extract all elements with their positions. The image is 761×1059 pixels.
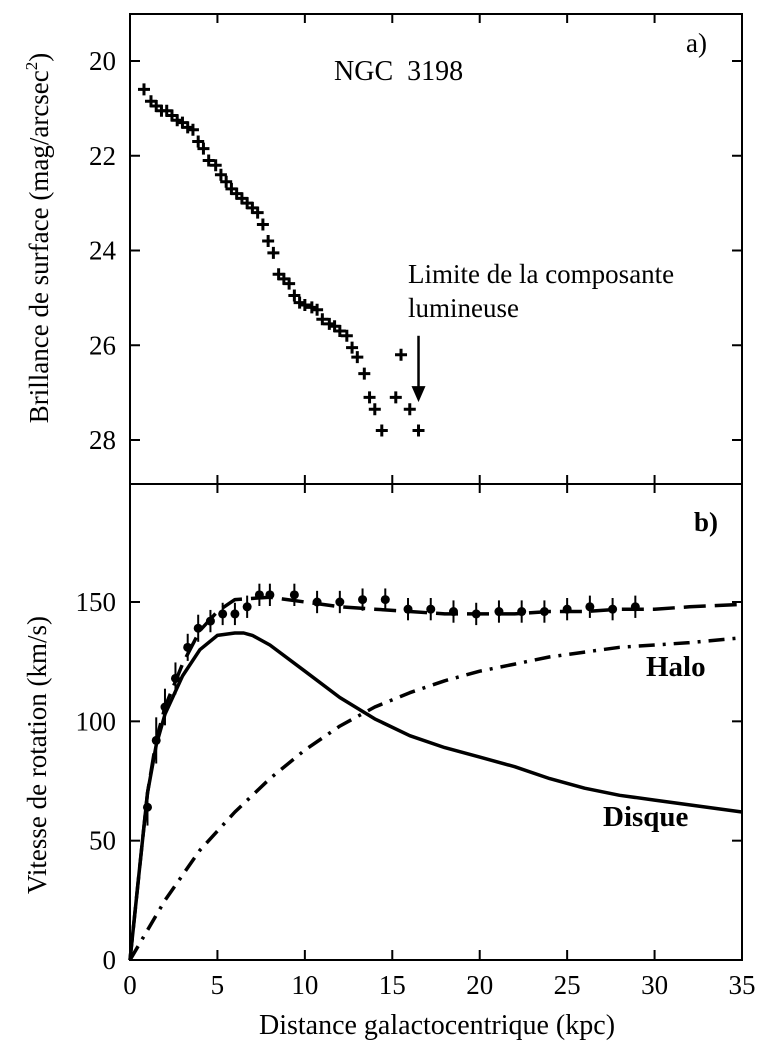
observed-velocity-point [335, 597, 345, 607]
observed-velocity-point [630, 602, 640, 612]
surface-brightness-point [395, 348, 408, 361]
surface-brightness-point [202, 154, 215, 167]
observed-velocity-point [403, 604, 413, 614]
surface-brightness-point [412, 424, 425, 437]
y-tick-label-a: 26 [89, 330, 116, 360]
observed-velocity-point [205, 616, 215, 626]
observed-velocity-point [142, 802, 152, 812]
observed-velocity-point [358, 595, 368, 605]
x-tick-label: 30 [641, 970, 668, 1000]
surface-brightness-point [209, 159, 222, 172]
y-tick-label-a: 24 [89, 236, 117, 266]
surface-brightness-point [262, 235, 275, 248]
surface-brightness-point [220, 175, 233, 188]
observed-velocity-point [426, 604, 436, 614]
surface-brightness-point [256, 218, 269, 231]
observed-velocity-point [151, 735, 161, 745]
x-tick-label: 5 [211, 970, 225, 1000]
y-tick-label-b: 150 [76, 587, 117, 617]
observed-velocity-point [170, 673, 180, 683]
y-tick-label-b: 0 [103, 945, 117, 975]
surface-brightness-point [214, 168, 227, 181]
y-tick-label-b: 50 [89, 826, 116, 856]
y-tick-label-a: 28 [89, 425, 116, 455]
surface-brightness-point [197, 142, 210, 155]
surface-brightness-point [351, 351, 364, 364]
observed-velocity-point [193, 623, 203, 633]
surface-brightness-point [192, 135, 205, 148]
observed-velocity-point [517, 607, 527, 617]
limit-annotation-line-2: lumineuse [408, 293, 519, 323]
observed-velocity-point [265, 590, 275, 600]
x-tick-label: 15 [379, 970, 406, 1000]
panel-b-label: b) [694, 507, 718, 537]
y-tick-label-b: 100 [76, 706, 117, 736]
x-axis-label: Distance galactocentrique (kpc) [259, 1010, 615, 1041]
limit-arrow-head [411, 386, 426, 403]
observed-velocity-point [494, 607, 504, 617]
x-tick-label: 10 [291, 970, 318, 1000]
observed-velocity-point [585, 602, 595, 612]
observed-velocity-point [471, 609, 481, 619]
surface-brightness-point [288, 289, 301, 302]
surface-brightness-point [340, 329, 353, 342]
y-axis-label-b: Vitesse de rotation (km/s) [22, 616, 52, 894]
halo-curve-label: Halo [646, 651, 706, 683]
panel-a: a) NGC 3198 Limite de la composante lumi… [22, 14, 743, 484]
y-axis-label-a: Brillance de surface (mag/arcsec2) [22, 53, 54, 424]
surface-brightness-point [363, 391, 376, 404]
surface-brightness-point [358, 367, 371, 380]
y-tick-label-a: 20 [89, 46, 116, 76]
x-tick-label: 0 [123, 970, 137, 1000]
surface-brightness-point [403, 403, 416, 416]
observed-velocity-point [608, 604, 618, 614]
galaxy-name: NGC 3198 [334, 56, 463, 87]
observed-velocity-point [539, 607, 549, 617]
x-tick-label: 25 [554, 970, 581, 1000]
surface-brightness-point [251, 206, 264, 219]
y-tick-label-a: 22 [89, 141, 116, 171]
total-model-curve [128, 595, 743, 961]
observed-velocity-point [160, 702, 170, 712]
observed-velocity-point [289, 590, 299, 600]
surface-brightness-point [137, 83, 150, 96]
observed-velocity-point [448, 607, 458, 617]
x-tick-label: 35 [729, 970, 756, 1000]
observed-velocity-point [254, 590, 264, 600]
observed-velocity-point [312, 597, 322, 607]
surface-brightness-point [267, 246, 280, 259]
surface-brightness-point [186, 123, 199, 136]
panel-a-label: a) [686, 28, 707, 58]
observed-velocity-point [230, 609, 240, 619]
surface-brightness-point [283, 277, 296, 290]
observed-velocity-point [218, 609, 228, 619]
panel-b-frame [129, 483, 743, 961]
observed-velocity-point [380, 595, 390, 605]
surface-brightness-point [311, 303, 324, 316]
disque-curve-label: Disque [603, 801, 689, 833]
surface-brightness-point [389, 391, 402, 404]
surface-brightness-point [316, 313, 329, 326]
observed-velocity-point [562, 604, 572, 614]
limit-annotation-line-1: Limite de la composante [408, 259, 674, 289]
surface-brightness-point [346, 341, 359, 354]
surface-brightness-point [298, 298, 311, 311]
panel-b: b) Halo Disque Vitesse de rotation (km/s… [22, 484, 756, 1041]
surface-brightness-point [333, 325, 346, 338]
x-tick-label: 20 [466, 970, 493, 1000]
surface-brightness-point [375, 424, 388, 437]
observed-velocity-point [242, 602, 252, 612]
observed-velocity-point [183, 642, 193, 652]
surface-brightness-point [368, 403, 381, 416]
